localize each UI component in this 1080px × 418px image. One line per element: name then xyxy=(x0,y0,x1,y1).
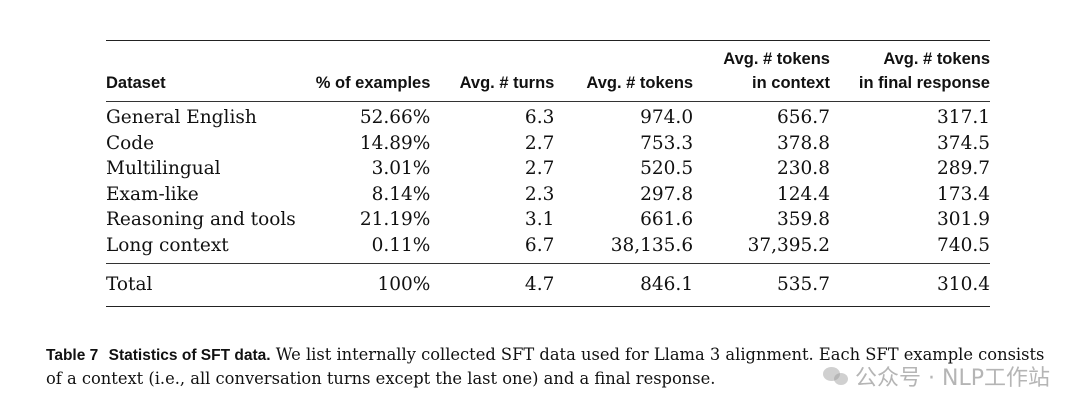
cell-tokens-context: 656.7 xyxy=(777,107,830,128)
cell-total-tokens-context: 535.7 xyxy=(777,274,830,295)
cell-turns: 3.1 xyxy=(524,209,555,230)
cell-percent: 52.66% xyxy=(359,107,431,128)
cell-turns: 2.7 xyxy=(524,158,555,179)
table-row: Long context 0.11% 6.7 38,135.6 37,395.2… xyxy=(106,233,990,264)
table-row: Reasoning and tools 21.19% 3.1 661.6 359… xyxy=(106,207,990,233)
header-avg-tokens: Avg. # tokens xyxy=(586,74,694,92)
cell-tokens-context: 37,395.2 xyxy=(747,234,830,256)
cell-dataset: Code xyxy=(106,132,155,154)
header-avg-turns: Avg. # turns xyxy=(459,74,555,92)
cell-total-tokens: 846.1 xyxy=(640,274,694,295)
cell-total-tokens-final: 310.4 xyxy=(937,274,990,295)
cell-percent: 0.11% xyxy=(371,234,431,256)
table-body: General English 52.66% 6.3 974.0 656.7 3… xyxy=(106,102,990,307)
caption-label: Table 7 xyxy=(46,347,99,364)
cell-tokens: 753.3 xyxy=(640,132,694,154)
cell-turns: 2.3 xyxy=(524,183,555,205)
cell-tokens-context: 359.8 xyxy=(777,209,830,230)
header-dataset: Dataset xyxy=(106,74,166,92)
header-avg-tokens-context: Avg. # tokens in context xyxy=(723,50,830,92)
cell-tokens-final: 289.7 xyxy=(937,158,990,179)
cell-turns: 6.3 xyxy=(524,107,555,128)
cell-tokens: 297.8 xyxy=(640,183,694,205)
total-row: Total 100% 4.7 846.1 535.7 310.4 xyxy=(106,263,990,307)
caption-title: Statistics of SFT data. xyxy=(108,347,271,364)
cell-percent: 14.89% xyxy=(359,132,431,154)
cell-turns: 2.7 xyxy=(524,132,555,154)
cell-percent: 3.01% xyxy=(371,158,431,179)
cell-tokens: 661.6 xyxy=(640,209,694,230)
cell-dataset: Multilingual xyxy=(106,158,221,179)
cell-tokens-context: 230.8 xyxy=(777,158,830,179)
table-row: Code 14.89% 2.7 753.3 378.8 374.5 xyxy=(106,131,990,157)
cell-total-turns: 4.7 xyxy=(524,274,555,295)
sft-statistics-table-container: Dataset % of examples Avg. # turns Avg. … xyxy=(106,0,990,307)
header-avg-tokens-final-response: Avg. # tokens in final response xyxy=(858,50,990,92)
caption-text: We list internally collected SFT data us… xyxy=(46,345,1045,388)
cell-percent: 21.19% xyxy=(359,209,431,230)
cell-percent: 8.14% xyxy=(371,183,431,205)
cell-tokens-final: 740.5 xyxy=(937,234,990,256)
cell-tokens-final: 317.1 xyxy=(937,107,990,128)
table-caption: Table 7 Statistics of SFT data. We list … xyxy=(46,343,1056,390)
cell-tokens: 520.5 xyxy=(640,158,694,179)
cell-dataset: Exam-like xyxy=(106,183,199,205)
cell-total-percent: 100% xyxy=(377,274,431,295)
cell-dataset: Reasoning and tools xyxy=(106,209,296,230)
table-row: Exam-like 8.14% 2.3 297.8 124.4 173.4 xyxy=(106,182,990,208)
cell-tokens-context: 378.8 xyxy=(777,132,830,154)
cell-turns: 6.7 xyxy=(524,234,555,256)
cell-dataset: Long context xyxy=(106,234,229,256)
table-row: General English 52.66% 6.3 974.0 656.7 3… xyxy=(106,102,990,131)
sft-statistics-table: Dataset % of examples Avg. # turns Avg. … xyxy=(106,40,990,307)
cell-tokens-final: 173.4 xyxy=(937,183,990,205)
cell-tokens: 38,135.6 xyxy=(610,234,694,256)
cell-dataset: General English xyxy=(106,107,257,128)
cell-tokens-context: 124.4 xyxy=(777,183,830,205)
cell-tokens-final: 374.5 xyxy=(937,132,990,154)
header-row: Dataset % of examples Avg. # turns Avg. … xyxy=(106,41,990,102)
header-percent-examples: % of examples xyxy=(315,74,431,92)
table-header: Dataset % of examples Avg. # turns Avg. … xyxy=(106,41,990,102)
cell-total-label: Total xyxy=(106,274,153,295)
cell-tokens: 974.0 xyxy=(640,107,694,128)
cell-tokens-final: 301.9 xyxy=(937,209,990,230)
table-row: Multilingual 3.01% 2.7 520.5 230.8 289.7 xyxy=(106,156,990,182)
